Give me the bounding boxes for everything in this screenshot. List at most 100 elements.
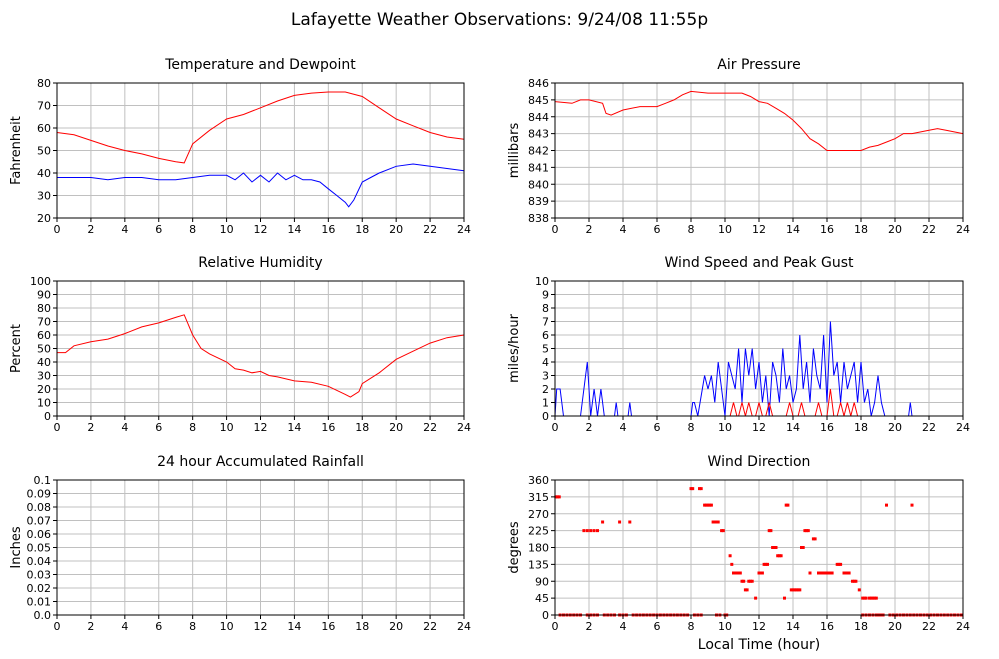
y-tick-label: 40: [37, 356, 51, 369]
y-tick-label: 838: [528, 212, 549, 225]
x-tick-label: 18: [355, 421, 369, 434]
x-tick-label: 14: [287, 223, 301, 236]
data-point: [711, 520, 715, 524]
x-tick-label: 18: [854, 421, 868, 434]
y-axis-label: Fahrenheit: [9, 116, 24, 185]
y-tick-label: 50: [37, 145, 51, 158]
x-tick-label: 24: [956, 421, 970, 434]
x-tick-label: 4: [121, 223, 128, 236]
data-point: [820, 571, 824, 575]
x-tick-label: 22: [922, 620, 936, 633]
data-point: [754, 596, 758, 600]
data-point: [828, 571, 832, 575]
data-point: [857, 588, 861, 592]
y-tick-label: 70: [37, 316, 51, 329]
chart-title: Temperature and Dewpoint: [164, 57, 356, 73]
data-point: [817, 571, 820, 575]
data-point: [720, 529, 724, 533]
x-tick-label: 12: [254, 421, 268, 434]
data-point: [713, 520, 717, 524]
x-tick-label: 2: [87, 620, 94, 633]
x-tick-label: 8: [688, 620, 695, 633]
x-tick-label: 14: [786, 620, 800, 633]
x-tick-label: 0: [54, 421, 61, 434]
y-tick-label: 50: [37, 343, 51, 356]
data-point: [801, 546, 805, 549]
y-tick-label: 7: [542, 316, 549, 329]
x-tick-label: 18: [854, 223, 868, 236]
x-tick-label: 6: [654, 421, 661, 434]
data-point: [760, 571, 764, 575]
y-tick-label: 0: [542, 609, 549, 622]
data-point: [585, 529, 589, 533]
x-tick-label: 22: [922, 223, 936, 236]
x-tick-label: 4: [121, 421, 128, 434]
data-point: [772, 546, 776, 549]
data-point: [798, 588, 802, 592]
data-point: [689, 487, 693, 491]
data-point: [835, 562, 839, 566]
x-tick-label: 14: [287, 620, 301, 633]
x-tick-label: 22: [423, 223, 437, 236]
x-tick-label: 20: [389, 223, 403, 236]
y-tick-label: 845: [528, 94, 549, 107]
data-point: [771, 546, 775, 549]
y-tick-label: 2: [542, 383, 549, 396]
data-point: [762, 562, 766, 566]
y-tick-label: 60: [37, 122, 51, 135]
data-point: [808, 571, 812, 575]
data-point: [822, 571, 826, 575]
data-point: [783, 596, 786, 600]
data-point: [766, 562, 769, 566]
y-tick-label: 225: [528, 525, 549, 538]
y-tick-label: 0: [542, 410, 549, 423]
y-tick-label: 100: [30, 275, 51, 288]
data-point: [728, 554, 732, 558]
data-point: [742, 579, 746, 583]
data-point: [691, 487, 695, 491]
data-point: [847, 571, 851, 575]
data-point: [862, 596, 866, 600]
y-tick-label: 315: [528, 491, 549, 504]
page-title: Lafayette Weather Observations: 9/24/08 …: [290, 10, 709, 30]
data-point: [852, 579, 856, 583]
data-point: [764, 562, 768, 566]
y-tick-label: 10: [37, 397, 51, 410]
x-tick-label: 22: [423, 421, 437, 434]
y-tick-label: 8: [542, 302, 549, 315]
data-point: [704, 503, 708, 507]
y-tick-label: 180: [528, 542, 549, 555]
y-tick-label: 841: [528, 161, 549, 174]
data-point: [885, 503, 888, 507]
data-point: [806, 529, 810, 533]
data-point: [596, 529, 599, 533]
y-axis-label: degrees: [507, 521, 522, 574]
x-tick-label: 10: [220, 223, 234, 236]
series-line-0: [554, 321, 963, 417]
x-tick-label: 12: [752, 620, 766, 633]
chart-title: Relative Humidity: [198, 255, 322, 271]
y-tick-label: 5: [542, 343, 549, 356]
x-tick-label: 6: [155, 421, 162, 434]
data-point: [844, 571, 848, 575]
data-point: [735, 571, 739, 575]
y-tick-label: 70: [37, 100, 51, 113]
y-tick-label: 10: [535, 275, 549, 288]
data-point: [733, 571, 737, 575]
data-point: [813, 537, 817, 541]
x-tick-label: 10: [718, 223, 732, 236]
series-line-0: [554, 90, 964, 151]
data-point: [592, 529, 596, 533]
x-tick-label: 14: [786, 223, 800, 236]
x-tick-label: 10: [718, 620, 732, 633]
x-tick-label: 0: [54, 223, 61, 236]
x-tick-label: 6: [155, 620, 162, 633]
data-point: [800, 546, 803, 549]
chart-air-pressure: 0 2 4 6 8 10 12 14 16 18 20 22 248388398408418428438…: [507, 57, 970, 236]
x-tick-label: 12: [254, 223, 268, 236]
x-tick-label: 2: [87, 421, 94, 434]
x-tick-label: 0: [552, 421, 559, 434]
y-tick-label: 0.1: [34, 474, 52, 487]
data-point: [777, 554, 781, 558]
chart-relative-humidity: 0 2 4 6 8 10 12 14 16 18 20 22 240102030405060708090…: [9, 255, 471, 434]
